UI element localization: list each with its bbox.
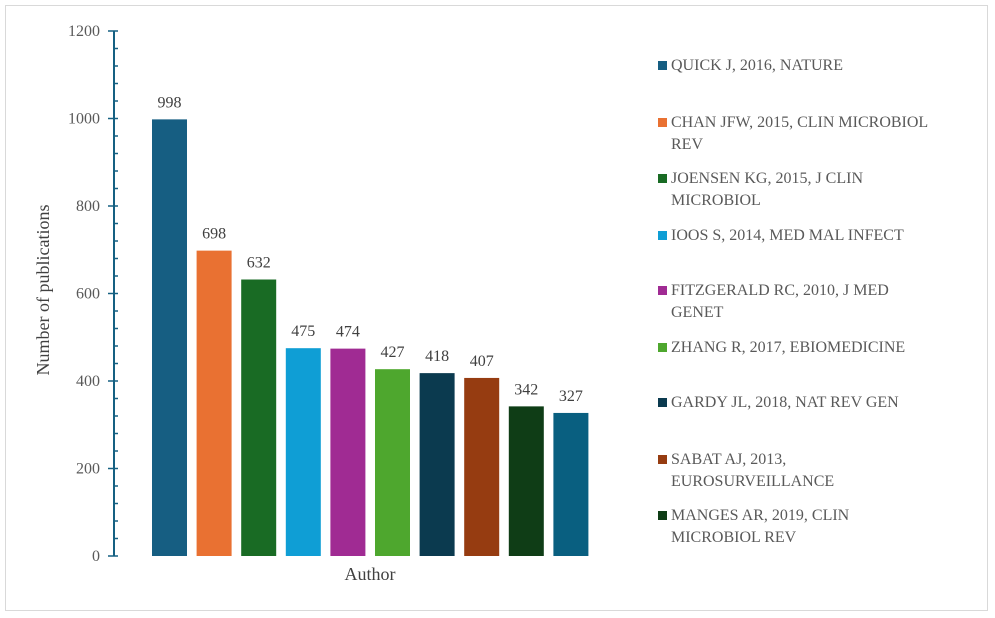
- bars: [152, 119, 589, 556]
- bar: [330, 348, 366, 556]
- legend-item: ZHANG R, 2017, EBIOMEDICINE: [658, 337, 978, 359]
- chart-frame: [5, 5, 988, 611]
- legend-swatch: [658, 455, 667, 464]
- legend-label: QUICK J, 2016, NATURE: [671, 55, 843, 77]
- legend-item: GARDY JL, 2018, NAT REV GEN: [658, 392, 978, 414]
- bar: [508, 406, 544, 556]
- y-tick-label: 1200: [68, 23, 100, 40]
- legend-label-line: IOOS S, 2014, MED MAL INFECT: [671, 227, 904, 244]
- legend-item: SABAT AJ, 2013, EUROSURVEILLANCE: [658, 449, 978, 493]
- legend-item: FITZGERALD RC, 2010, J MED GENET: [658, 280, 978, 324]
- bar: [464, 377, 500, 556]
- y-tick-label: 400: [76, 373, 100, 390]
- legend-item: IOOS S, 2014, MED MAL INFECT: [658, 225, 978, 247]
- y-axis-title: Number of publications: [33, 205, 53, 376]
- legend-label-line: ZHANG R, 2017, EBIOMEDICINE: [671, 339, 906, 356]
- y-tick-label: 200: [76, 461, 100, 478]
- legend-label-line: GENET: [671, 304, 724, 321]
- data-label: 998: [158, 94, 182, 111]
- bar: [285, 348, 321, 556]
- y-axis: 0 200 400 600 800 1000 1200: [68, 23, 118, 565]
- legend-swatch: [658, 118, 667, 127]
- legend-item: CHAN JFW, 2015, CLIN MICROBIOL REV: [658, 112, 978, 156]
- legend-label-line: FITZGERALD RC, 2010, J MED: [671, 282, 889, 299]
- legend-label-line: GARDY JL, 2018, NAT REV GEN: [671, 394, 899, 411]
- legend-swatch: [658, 343, 667, 352]
- legend-item: JOENSEN KG, 2015, J CLIN MICROBIOL: [658, 168, 978, 212]
- y-tick-label: 1000: [68, 111, 100, 128]
- legend-label: ZHANG R, 2017, EBIOMEDICINE: [671, 337, 905, 359]
- legend-swatch: [658, 511, 667, 520]
- legend-swatch: [658, 286, 667, 295]
- legend-label: JOENSEN KG, 2015, J CLIN MICROBIOL: [671, 168, 863, 212]
- legend-label: CHAN JFW, 2015, CLIN MICROBIOL REV: [671, 112, 928, 156]
- legend-item: QUICK J, 2016, NATURE: [658, 55, 978, 77]
- legend-label: GARDY JL, 2018, NAT REV GEN: [671, 392, 899, 414]
- legend-label-line: SABAT AJ, 2013,: [671, 451, 787, 468]
- legend-label: MANGES AR, 2019, CLIN MICROBIOL REV: [671, 505, 849, 549]
- data-label: 407: [470, 353, 494, 370]
- legend-label-line: MICROBIOL: [671, 192, 761, 209]
- y-tick-label: 800: [76, 198, 100, 215]
- data-label: 632: [247, 255, 271, 272]
- bar: [419, 373, 455, 556]
- legend-label-line: QUICK J, 2016, NATURE: [671, 57, 843, 74]
- legend-swatch: [658, 174, 667, 183]
- data-label: 342: [514, 381, 538, 398]
- bar: [375, 369, 410, 556]
- legend-item: MANGES AR, 2019, CLIN MICROBIOL REV: [658, 505, 978, 549]
- legend-label-line: CHAN JFW, 2015, CLIN MICROBIOL: [671, 114, 929, 131]
- data-label: 418: [425, 348, 449, 365]
- legend-swatch: [658, 61, 667, 70]
- legend-label: SABAT AJ, 2013, EUROSURVEILLANCE: [671, 449, 834, 493]
- data-label: 474: [336, 324, 360, 341]
- data-labels: 998 698 632 475 474 427 418 407 342 327: [158, 94, 583, 405]
- x-axis-title: Author: [345, 564, 396, 584]
- data-label: 698: [202, 226, 226, 243]
- y-tick-label: 600: [76, 286, 100, 303]
- legend-label-line: MANGES AR, 2019, CLIN: [671, 507, 850, 524]
- legend-swatch: [658, 398, 667, 407]
- legend-label-line: MICROBIOL REV: [671, 529, 797, 546]
- bar: [241, 279, 277, 556]
- bar: [196, 250, 232, 556]
- data-label: 427: [381, 344, 405, 361]
- bar: [152, 119, 187, 556]
- legend-label-line: REV: [671, 136, 703, 153]
- y-tick-label: 0: [92, 548, 100, 565]
- legend-label: FITZGERALD RC, 2010, J MED GENET: [671, 280, 889, 324]
- legend-swatch: [658, 231, 667, 240]
- bar: [553, 412, 589, 556]
- legend-label: IOOS S, 2014, MED MAL INFECT: [671, 225, 904, 247]
- data-label: 475: [291, 323, 315, 340]
- data-label: 327: [559, 388, 583, 405]
- legend-label-line: JOENSEN KG, 2015, J CLIN: [671, 170, 863, 187]
- legend-label-line: EUROSURVEILLANCE: [671, 473, 835, 490]
